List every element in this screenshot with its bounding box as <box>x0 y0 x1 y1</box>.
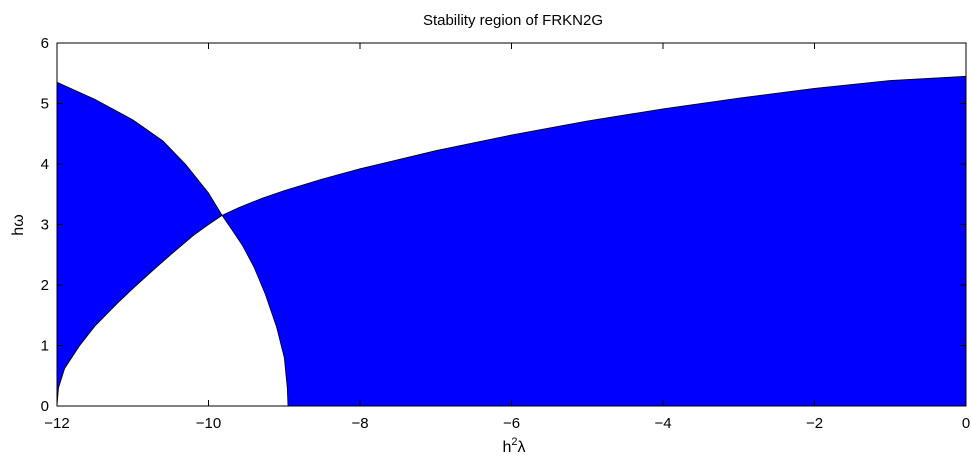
x-axis-label: h2λ <box>502 436 525 456</box>
x-tick-label: −2 <box>806 415 823 432</box>
y-tick-label: 4 <box>41 156 49 173</box>
y-axis-label: hω <box>10 214 27 235</box>
plot-area <box>56 42 967 407</box>
x-axis-ticks: −12 −10 −8 −6 −4 −2 0 <box>44 43 970 432</box>
x-axis-label-base: h <box>502 439 511 456</box>
y-tick-label: 3 <box>41 217 49 234</box>
x-tick-label: −10 <box>196 415 221 432</box>
x-axis-label-tail: λ <box>518 439 526 456</box>
x-tick-label: 0 <box>962 415 970 432</box>
x-tick-label: −4 <box>654 415 671 432</box>
y-tick-label: 1 <box>41 338 49 355</box>
x-axis-label-superscript: 2 <box>511 436 517 448</box>
y-tick-label: 0 <box>41 398 49 415</box>
y-tick-label: 2 <box>41 277 49 294</box>
y-tick-label: 5 <box>41 96 49 113</box>
y-tick-label: 6 <box>41 35 49 52</box>
y-axis-ticks: 0 1 2 3 4 5 6 <box>41 35 966 415</box>
chart-title: Stability region of FRKN2G <box>423 12 603 29</box>
x-tick-label: −12 <box>44 415 69 432</box>
x-tick-label: −6 <box>503 415 520 432</box>
stability-region-1 <box>56 81 223 407</box>
stability-region-2 <box>221 75 967 407</box>
x-tick-label: −8 <box>351 415 368 432</box>
